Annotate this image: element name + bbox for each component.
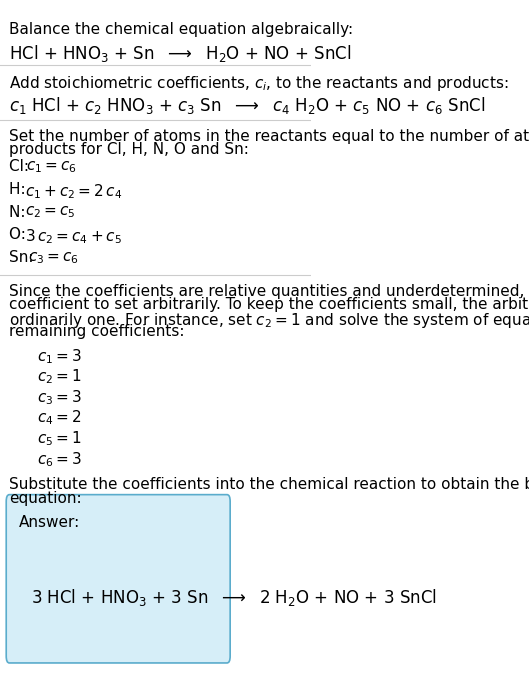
Text: $c_4 = 2$: $c_4 = 2$	[38, 409, 82, 427]
FancyBboxPatch shape	[6, 495, 230, 663]
Text: Cl:: Cl:	[10, 159, 34, 174]
Text: $3\,c_2 = c_4 + c_5$: $3\,c_2 = c_4 + c_5$	[25, 227, 122, 246]
Text: $c_1 + c_2 = 2\,c_4$: $c_1 + c_2 = 2\,c_4$	[25, 182, 122, 201]
Text: Add stoichiometric coefficients, $c_i$, to the reactants and products:: Add stoichiometric coefficients, $c_i$, …	[10, 74, 509, 93]
Text: ordinarily one. For instance, set $c_2 = 1$ and solve the system of equations fo: ordinarily one. For instance, set $c_2 =…	[10, 311, 529, 330]
Text: $c_3 = c_6$: $c_3 = c_6$	[28, 250, 79, 266]
Text: N:: N:	[10, 205, 31, 220]
Text: $c_1 = 3$: $c_1 = 3$	[38, 347, 82, 365]
Text: $c_3 = 3$: $c_3 = 3$	[38, 388, 82, 407]
Text: O:: O:	[10, 227, 31, 243]
Text: equation:: equation:	[10, 491, 82, 506]
Text: $c_6 = 3$: $c_6 = 3$	[38, 450, 82, 469]
Text: $c_1$ HCl + $c_2$ HNO$_3$ + $c_3$ Sn  $\longrightarrow$  $c_4$ H$_2$O + $c_5$ NO: $c_1$ HCl + $c_2$ HNO$_3$ + $c_3$ Sn $\l…	[10, 95, 486, 116]
Text: Since the coefficients are relative quantities and underdetermined, choose a: Since the coefficients are relative quan…	[10, 284, 529, 299]
Text: HCl + HNO$_3$ + Sn  $\longrightarrow$  H$_2$O + NO + SnCl: HCl + HNO$_3$ + Sn $\longrightarrow$ H$_…	[10, 43, 352, 65]
Text: remaining coefficients:: remaining coefficients:	[10, 324, 185, 339]
Text: Balance the chemical equation algebraically:: Balance the chemical equation algebraica…	[10, 22, 353, 37]
Text: Set the number of atoms in the reactants equal to the number of atoms in the: Set the number of atoms in the reactants…	[10, 129, 529, 144]
Text: H:: H:	[10, 182, 31, 197]
Text: $c_1 = c_6$: $c_1 = c_6$	[26, 159, 77, 175]
Text: coefficient to set arbitrarily. To keep the coefficients small, the arbitrary va: coefficient to set arbitrarily. To keep …	[10, 297, 529, 312]
Text: Answer:: Answer:	[19, 515, 80, 530]
Text: Sn:: Sn:	[10, 250, 39, 265]
Text: $c_2 = c_5$: $c_2 = c_5$	[25, 205, 75, 221]
Text: Substitute the coefficients into the chemical reaction to obtain the balanced: Substitute the coefficients into the che…	[10, 477, 529, 493]
Text: 3 HCl + HNO$_3$ + 3 Sn  $\longrightarrow$  2 H$_2$O + NO + 3 SnCl: 3 HCl + HNO$_3$ + 3 Sn $\longrightarrow$…	[31, 587, 437, 608]
Text: $c_2 = 1$: $c_2 = 1$	[38, 368, 82, 386]
Text: products for Cl, H, N, O and Sn:: products for Cl, H, N, O and Sn:	[10, 142, 249, 157]
Text: $c_5 = 1$: $c_5 = 1$	[38, 429, 82, 448]
